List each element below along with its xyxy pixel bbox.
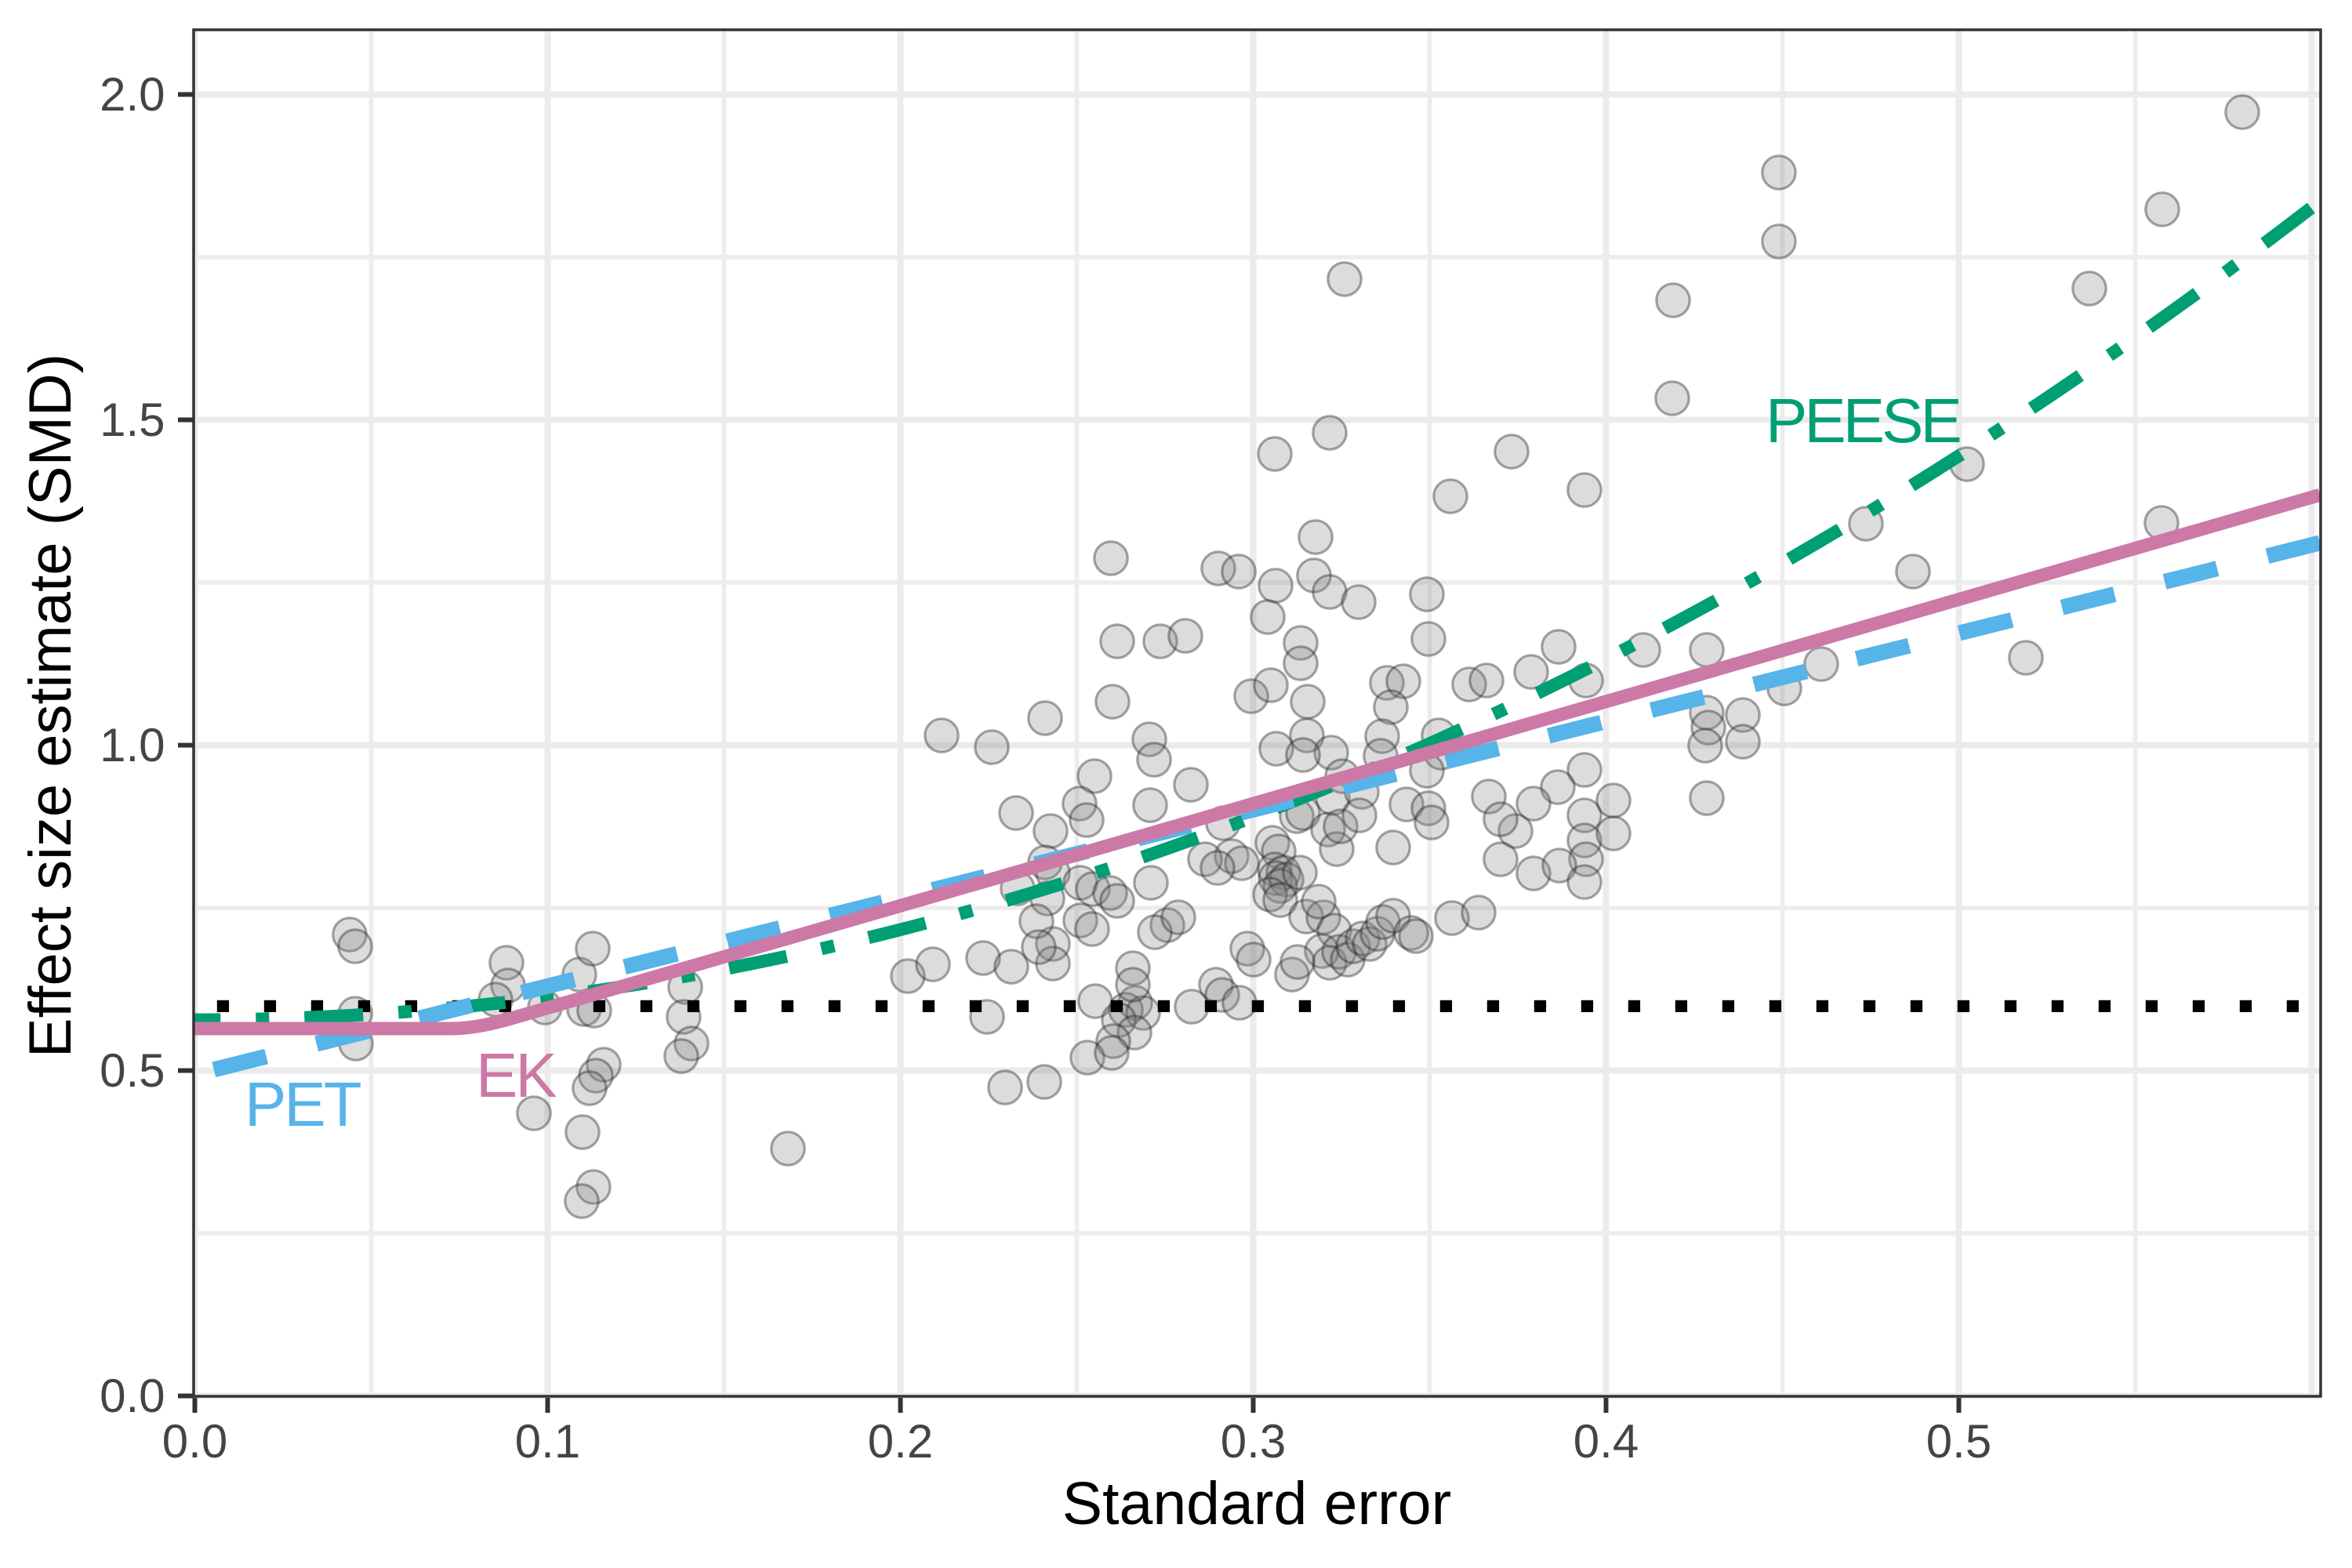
svg-text:PET: PET bbox=[245, 1069, 361, 1139]
svg-text:0.1: 0.1 bbox=[515, 1415, 580, 1468]
svg-text:1.0: 1.0 bbox=[100, 719, 165, 771]
svg-text:2.0: 2.0 bbox=[100, 68, 165, 121]
svg-text:0.5: 0.5 bbox=[100, 1044, 165, 1097]
svg-text:0.3: 0.3 bbox=[1221, 1415, 1286, 1468]
svg-text:0.0: 0.0 bbox=[100, 1370, 165, 1422]
svg-text:Standard error: Standard error bbox=[1062, 1470, 1451, 1537]
svg-text:0.0: 0.0 bbox=[162, 1415, 227, 1468]
svg-text:1.5: 1.5 bbox=[100, 394, 165, 446]
svg-text:PEESE: PEESE bbox=[1766, 386, 1959, 456]
svg-text:0.2: 0.2 bbox=[868, 1415, 933, 1468]
svg-text:EK: EK bbox=[476, 1040, 557, 1110]
svg-text:0.5: 0.5 bbox=[1926, 1415, 1991, 1468]
svg-text:0.4: 0.4 bbox=[1573, 1415, 1639, 1468]
svg-text:Effect size estimate (SMD): Effect size estimate (SMD) bbox=[17, 354, 84, 1058]
